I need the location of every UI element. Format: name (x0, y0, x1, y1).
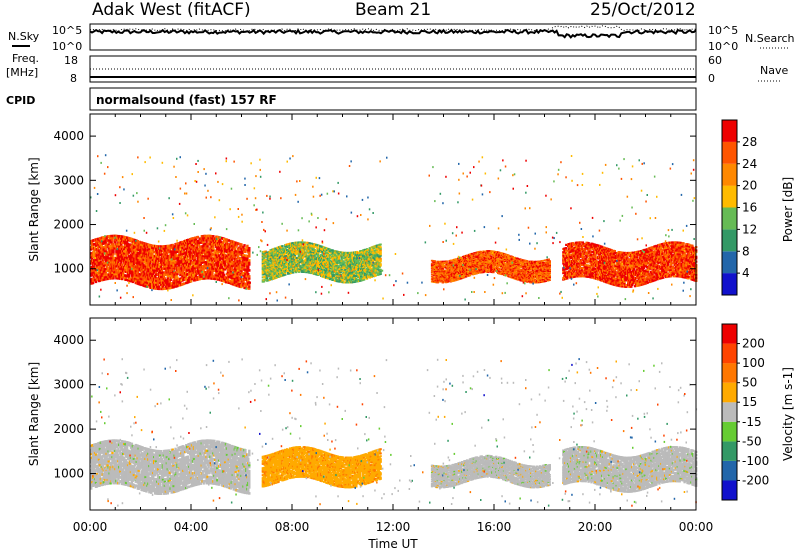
freq-right-tick: 60 (708, 54, 722, 67)
freq-left-tick: 8 (70, 72, 77, 85)
echo-cell (248, 247, 250, 250)
freq-label: Freq. (12, 52, 39, 65)
freq-left-tick: 18 (64, 54, 78, 67)
cpid-label: CPID (6, 94, 35, 107)
noise-left-tick: 10^0 (52, 40, 82, 53)
echo-cell (379, 246, 381, 248)
echo-cell (223, 274, 225, 277)
echo-cell (243, 244, 245, 247)
echo-cell (248, 275, 250, 278)
noise-right-tick: 10^0 (708, 40, 738, 53)
echo-cell (248, 269, 250, 272)
echo-cell (248, 259, 250, 262)
echo-cell (281, 245, 283, 247)
echo-cell (379, 258, 381, 260)
noise-right-tick: 10^5 (708, 24, 738, 37)
noise-search-label: N.Search (745, 32, 795, 45)
echo-cell (240, 243, 242, 246)
freq-unit-label: [MHz] (6, 66, 38, 79)
nave-label: Nave (760, 64, 788, 77)
noise-sky-trace (90, 30, 696, 37)
cpid-program: normalsound (fast) 157 RF (96, 93, 277, 107)
echo-cell (379, 263, 381, 265)
noise-sky-label: N.Sky (8, 30, 40, 43)
freq-right-tick: 0 (708, 72, 715, 85)
echo-cell (379, 269, 381, 271)
noise-panel-frame (90, 24, 696, 50)
radar-summary-plot: N.Sky 10^5 10^0 10^5 10^0 N.Search Freq.[MHz] 1… (0, 0, 800, 554)
echo-cell (379, 244, 381, 246)
noise-left-tick: 10^5 (52, 24, 82, 37)
